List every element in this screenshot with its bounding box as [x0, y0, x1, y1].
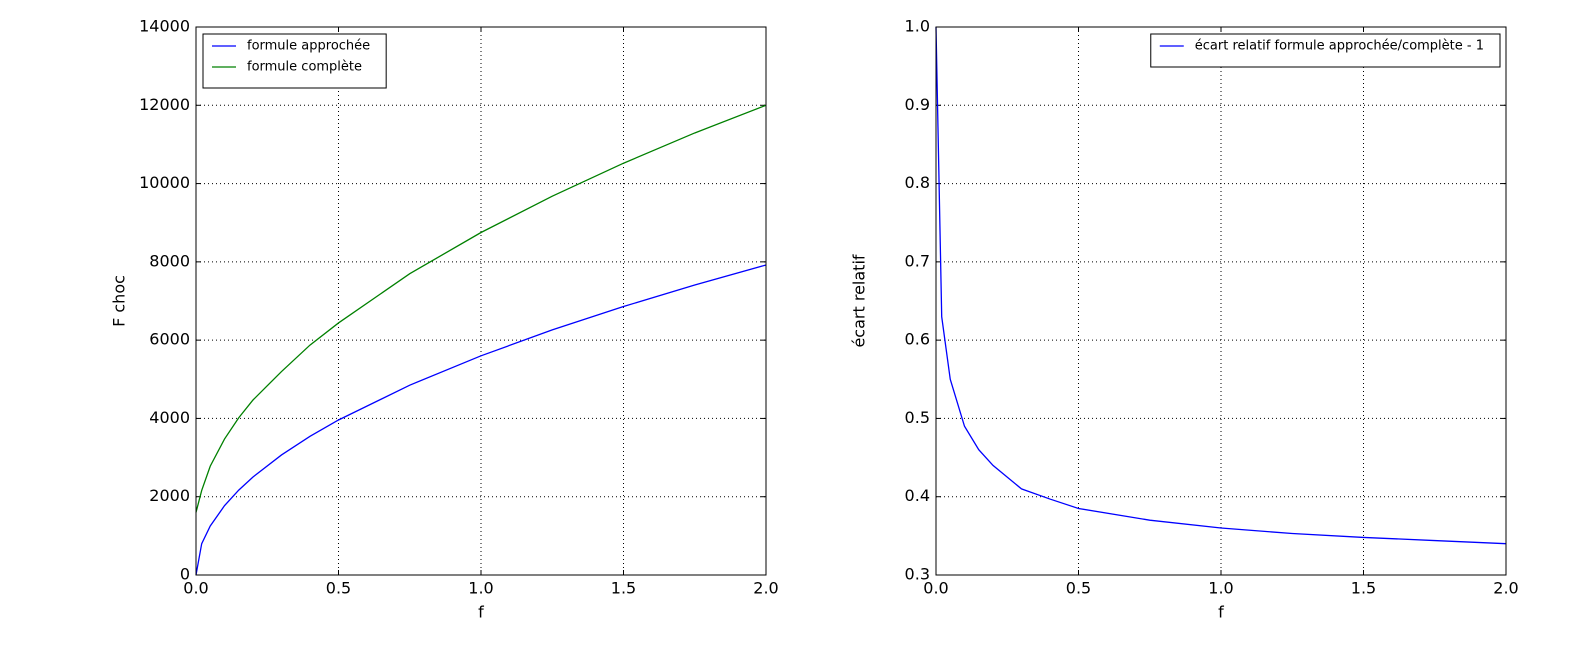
y-tick-label: 8000 — [149, 251, 190, 270]
x-axis-label: f — [1218, 603, 1224, 622]
legend: écart relatif formule approchée/complète… — [1150, 33, 1501, 68]
legend-box — [1150, 33, 1501, 68]
axes-frame — [195, 26, 767, 576]
data-line — [195, 264, 767, 576]
subplot: 0.0 0.5 1.0 1.5 2.0 0.3 0.4 0.5 0.6 0.7 0.8 0.9 1.0 f… — [850, 17, 1519, 622]
legend-label: formule approchée — [247, 39, 370, 54]
x-tick-label: 0.0 — [183, 579, 208, 598]
x-tick-label: 0.5 — [1066, 579, 1091, 598]
x-tick-label: 0.5 — [326, 579, 351, 598]
y-tick-label: 10000 — [139, 173, 190, 192]
y-axis-label: écart relatif — [850, 254, 869, 347]
x-tick-label: 1.0 — [1208, 579, 1233, 598]
x-tick-label: 2.0 — [753, 579, 778, 598]
y-tick-label: 0 — [180, 565, 190, 584]
x-axis-label: f — [478, 603, 484, 622]
y-tick-label: 1.0 — [905, 17, 930, 36]
y-tick-label: 0.4 — [905, 486, 930, 505]
legend-label: écart relatif formule approchée/complète… — [1195, 39, 1484, 54]
y-tick-label: 2000 — [149, 486, 190, 505]
y-tick-label: 4000 — [149, 408, 190, 427]
y-tick-label: 0.5 — [905, 408, 930, 427]
x-tick-label: 1.5 — [1351, 579, 1376, 598]
x-tick-label: 2.0 — [1493, 579, 1518, 598]
y-tick-label: 12000 — [139, 95, 190, 114]
y-tick-label: 0.6 — [905, 330, 930, 349]
y-tick-label: 6000 — [149, 330, 190, 349]
x-tick-label: 1.5 — [611, 579, 636, 598]
y-tick-label: 14000 — [139, 17, 190, 36]
legend-box — [202, 33, 387, 89]
data-line — [935, 26, 1507, 545]
y-tick-label: 0.9 — [905, 95, 930, 114]
y-tick-label: 0.7 — [905, 251, 930, 270]
x-tick-label: 1.0 — [468, 579, 493, 598]
legend-label: formule complète — [247, 60, 362, 75]
legend: formule approchée formule complète — [202, 33, 387, 89]
subplot: 0.0 0.5 1.0 1.5 2.0 0 2000 4000 6000 8000 10000 120… — [110, 17, 779, 622]
data-line — [195, 104, 767, 513]
x-tick-label: 0.0 — [923, 579, 948, 598]
y-tick-label: 0.8 — [905, 173, 930, 192]
y-tick-label: 0.3 — [905, 565, 930, 584]
y-axis-label: F choc — [110, 275, 129, 327]
axes-frame — [935, 26, 1507, 576]
